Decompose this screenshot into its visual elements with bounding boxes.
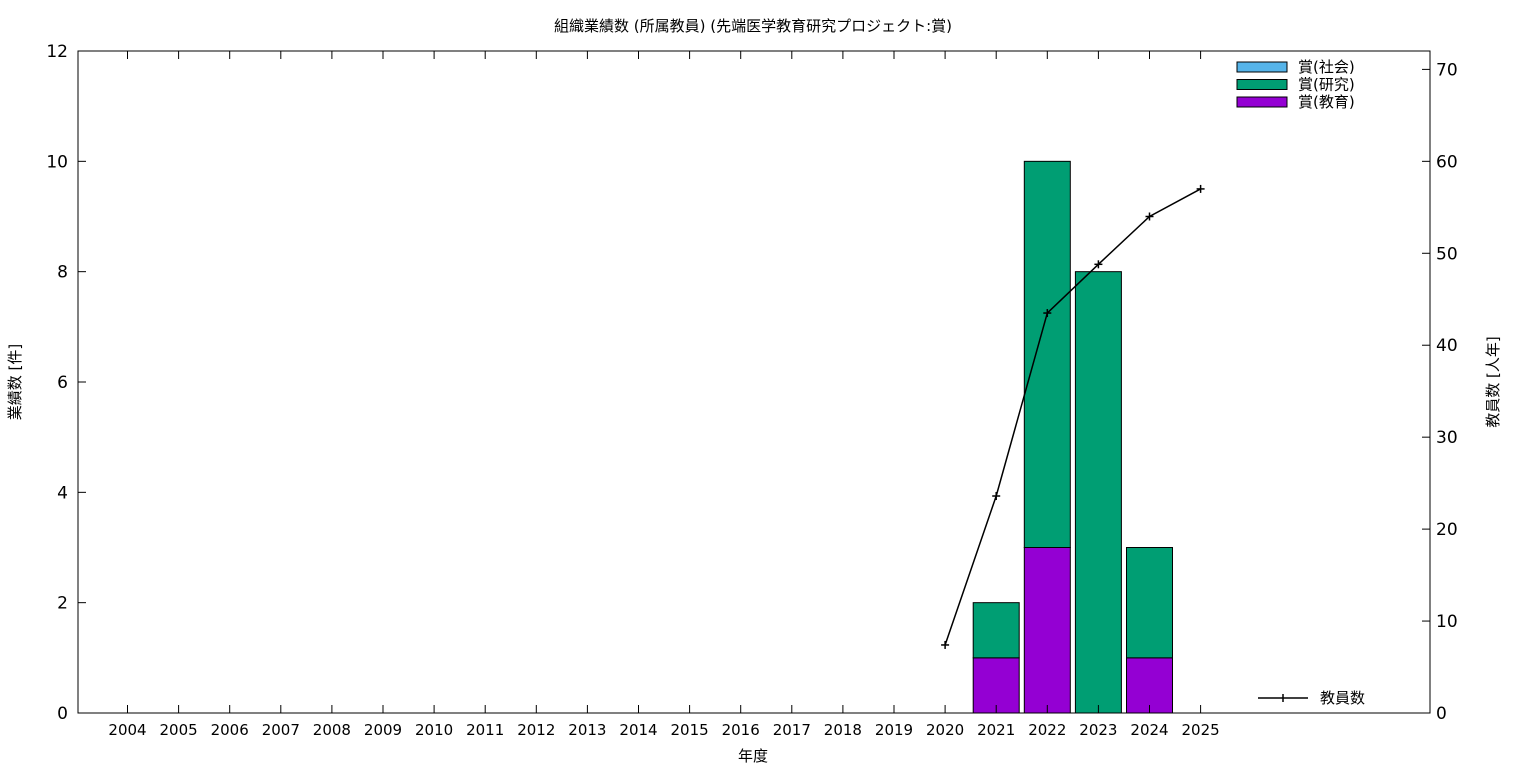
bar-segment <box>1126 547 1173 659</box>
legend-swatch <box>1236 96 1288 108</box>
x-tick-label: 2006 <box>211 721 249 739</box>
x-tick-label: 2021 <box>977 721 1015 739</box>
line-point <box>1145 212 1154 221</box>
line-point <box>1094 260 1103 269</box>
y2-tick-label: 30 <box>1436 428 1458 448</box>
line-point <box>992 492 1001 501</box>
x-tick-label: 2017 <box>773 721 811 739</box>
bar-segment <box>972 602 1020 659</box>
y2-axis-label: 教員数 [人年] <box>1484 336 1502 427</box>
bar-segment <box>972 657 1020 714</box>
y-tick-label: 0 <box>57 704 68 724</box>
x-tick-label: 2012 <box>517 721 555 739</box>
axes-group: 0 2 4 6 8 10 12 0 10 20 30 40 50 60 70 2004 2005 2006 2007… <box>46 42 1457 739</box>
y-axis-label: 業績数 [件] <box>6 344 24 420</box>
y-tick-label: 6 <box>57 373 68 393</box>
x-tick-label: 2020 <box>926 721 964 739</box>
y2-tick-label: 0 <box>1436 704 1447 724</box>
y-tick-label: 12 <box>46 42 68 62</box>
x-tick-label: 2010 <box>415 721 453 739</box>
bar-segment <box>1126 657 1173 714</box>
y2-tick-label: 20 <box>1436 520 1458 540</box>
y-tick-label: 2 <box>57 594 68 614</box>
y2-tick-label: 70 <box>1436 60 1458 80</box>
y-tick-label: 8 <box>57 263 68 283</box>
line-legend: 教員数 <box>1258 689 1365 707</box>
legend-swatch <box>1236 61 1288 73</box>
legend: 賞(社会)賞(研究)賞(教育) <box>1236 58 1355 111</box>
line-point <box>941 640 950 649</box>
chart-title: 組織業績数 (所属教員) (先端医学教育研究プロジェクト:賞) <box>554 17 952 35</box>
line-legend-label: 教員数 <box>1320 689 1365 707</box>
y2-tick-label: 50 <box>1436 244 1458 264</box>
x-tick-label: 2018 <box>824 721 862 739</box>
x-tick-label: 2022 <box>1028 721 1066 739</box>
x-tick-label: 2004 <box>108 721 146 739</box>
legend-label: 賞(教育) <box>1298 93 1355 111</box>
x-tick-label: 2008 <box>313 721 351 739</box>
y2-tick-label: 40 <box>1436 336 1458 356</box>
line-series <box>944 188 1201 646</box>
x-tick-label: 2013 <box>568 721 606 739</box>
y2-tick-label: 60 <box>1436 152 1458 172</box>
x-tick-label: 2007 <box>262 721 300 739</box>
x-tick-label: 2015 <box>671 721 709 739</box>
x-tick-label: 2014 <box>619 721 657 739</box>
x-tick-label: 2011 <box>466 721 504 739</box>
y-tick-label: 10 <box>46 152 68 172</box>
legend-swatch <box>1236 79 1288 90</box>
x-tick-label: 2024 <box>1130 721 1168 739</box>
legend-label: 賞(社会) <box>1298 58 1355 76</box>
bar-segment <box>1023 547 1071 714</box>
bar-segment <box>1074 271 1122 714</box>
legend-label: 賞(研究) <box>1298 76 1355 94</box>
x-tick-label: 2016 <box>722 721 760 739</box>
y-tick-label: 4 <box>57 483 68 503</box>
x-tick-label: 2005 <box>160 721 198 739</box>
bar-segment <box>1023 160 1071 548</box>
x-tick-label: 2009 <box>364 721 402 739</box>
line-point <box>1043 309 1052 318</box>
line-point <box>1196 184 1205 193</box>
line-series-group <box>941 184 1205 649</box>
y2-tick-label: 10 <box>1436 612 1458 632</box>
x-tick-label: 2019 <box>875 721 913 739</box>
x-tick-label: 2025 <box>1182 721 1220 739</box>
bars-group <box>972 160 1173 714</box>
x-tick-label: 2023 <box>1079 721 1117 739</box>
plot-frame <box>77 50 1431 714</box>
x-axis-label: 年度 <box>738 747 768 765</box>
